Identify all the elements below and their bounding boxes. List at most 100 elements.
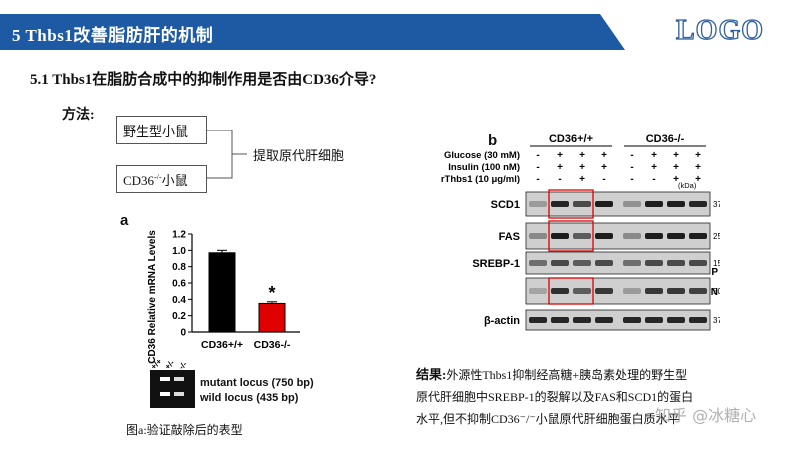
y-tick-label: 0.4	[172, 295, 186, 306]
y-tick-label: 0.2	[172, 311, 186, 322]
group-ko-label: CD36-/-	[646, 133, 685, 145]
blot-strip	[525, 309, 711, 331]
blot-band	[551, 201, 569, 207]
blot-band	[667, 201, 685, 207]
blot-band	[529, 288, 547, 294]
figure-a-caption: 图a:验证敲除后的表型	[126, 423, 243, 437]
panel-a-label: a	[120, 212, 129, 229]
condition-mark: -	[536, 150, 539, 161]
gel-lane-labels: +/+ +/- -/-	[149, 357, 189, 372]
group-wt-label: CD36+/+	[549, 133, 593, 145]
blot-band	[529, 260, 547, 266]
blot-band	[645, 288, 663, 294]
condition-label: rThbs1 (10 μg/ml)	[441, 174, 520, 185]
y-tick-label: 0.8	[172, 262, 186, 273]
blot-protein-label: FAS	[499, 231, 520, 243]
blot-band	[623, 260, 641, 266]
molecular-weight-label: 37	[713, 316, 720, 325]
condition-label: Glucose (30 mM)	[444, 150, 520, 161]
result-line-3: 水平,但不抑制CD36⁻/⁻小鼠原代肝细胞蛋白质水平	[416, 412, 680, 426]
blot-band	[595, 233, 613, 239]
blot-band	[623, 233, 641, 239]
mutant-locus-label: mutant locus (750 bp)	[200, 377, 314, 389]
molecular-weight-label: 50	[713, 287, 720, 296]
blot-band	[689, 317, 707, 323]
condition-mark: +	[651, 150, 657, 161]
blot-band	[529, 317, 547, 323]
panel-b-label: b	[488, 132, 498, 149]
condition-mark: +	[695, 150, 701, 161]
slide-title: 5 Thbs1改善脂肪肝的机制	[12, 26, 214, 45]
blot-band	[667, 288, 685, 294]
condition-mark: +	[673, 150, 679, 161]
blot-strip	[525, 251, 711, 275]
blot-band	[595, 201, 613, 207]
srebp-form-label: N	[711, 287, 718, 298]
method-label: 方法:	[62, 108, 95, 123]
condition-mark: -	[558, 174, 561, 185]
gel-band-mutant	[160, 377, 170, 381]
condition-label: Insulin (100 nM)	[448, 162, 520, 173]
condition-mark: -	[536, 174, 539, 185]
blot-band	[645, 317, 663, 323]
cd36-ko-tail: 小鼠	[161, 173, 188, 188]
result-line-1: 外源性Thbs1抑制经高糖+胰岛素处理的野生型	[446, 368, 688, 382]
condition-mark: +	[579, 174, 585, 185]
significance-star: *	[268, 283, 275, 303]
gel-band-het-mutant	[174, 377, 184, 381]
blot-band	[689, 288, 707, 294]
blot-band	[551, 288, 569, 294]
condition-mark: +	[651, 162, 657, 173]
blot-band	[645, 233, 663, 239]
blot-band	[645, 201, 663, 207]
gel-band-het-wild	[174, 392, 184, 396]
blot-band	[551, 260, 569, 266]
result-line-2: 原代肝细胞中SREBP-1的裂解以及FAS和SCD1的蛋白	[416, 390, 694, 404]
condition-mark: -	[630, 150, 633, 161]
cd36-ko-mouse-box: CD36-/-小鼠	[116, 165, 207, 193]
condition-mark: +	[673, 174, 679, 185]
wild-locus-label: wild locus (435 bp)	[200, 392, 299, 404]
title-bar-shape	[0, 14, 625, 50]
blot-protein-label: SREBP-1	[472, 258, 520, 270]
y-tick-label: 1.2	[172, 230, 186, 241]
x-tick-label: CD36-/-	[254, 339, 291, 351]
blot-band	[529, 233, 547, 239]
blot-band	[595, 317, 613, 323]
genotyping-gel	[150, 370, 195, 408]
blot-band	[667, 260, 685, 266]
blot-band	[551, 233, 569, 239]
blot-band	[573, 317, 591, 323]
cd36-ko-label: CD36	[123, 173, 155, 188]
result-label: 结果:	[416, 367, 447, 382]
blot-band	[667, 317, 685, 323]
cd36-ko-sup: -/-	[154, 172, 162, 182]
y-axis-label: CD36 Relative mRNA Levels	[147, 230, 158, 364]
y-tick-label: 0	[180, 328, 186, 339]
gel-lane-label: +/-	[163, 358, 176, 371]
wild-type-mouse-box: 野生型小鼠	[116, 116, 207, 144]
extract-hepatocytes-label: 提取原代肝细胞	[253, 148, 345, 163]
blot-band	[623, 201, 641, 207]
blot-protein-label: SCD1	[491, 199, 520, 211]
watermark: 知乎 @冰糖心	[655, 406, 757, 425]
blot-band	[689, 260, 707, 266]
blot-band	[623, 317, 641, 323]
blot-band	[645, 260, 663, 266]
molecular-weight-label: 37	[713, 200, 720, 209]
condition-mark: +	[601, 150, 607, 161]
blot-band	[595, 260, 613, 266]
blot-protein-label: β-actin	[484, 315, 520, 327]
blot-band	[573, 260, 591, 266]
condition-mark: +	[579, 162, 585, 173]
blot-band	[623, 288, 641, 294]
condition-mark: -	[630, 174, 633, 185]
cd36-bar-chart: CD36 Relative mRNA Levels 0 0.2 0.4 0.6 0.8 1…	[147, 230, 300, 364]
x-tick-label: CD36+/+	[201, 339, 243, 351]
condition-mark: +	[601, 162, 607, 173]
bar	[258, 302, 286, 333]
section-subtitle: 5.1 Thbs1在脂肪合成中的抑制作用是否由CD36介导?	[30, 72, 377, 88]
bar	[208, 252, 236, 333]
gel-lane-label: +/+	[149, 357, 164, 372]
condition-mark: +	[673, 162, 679, 173]
